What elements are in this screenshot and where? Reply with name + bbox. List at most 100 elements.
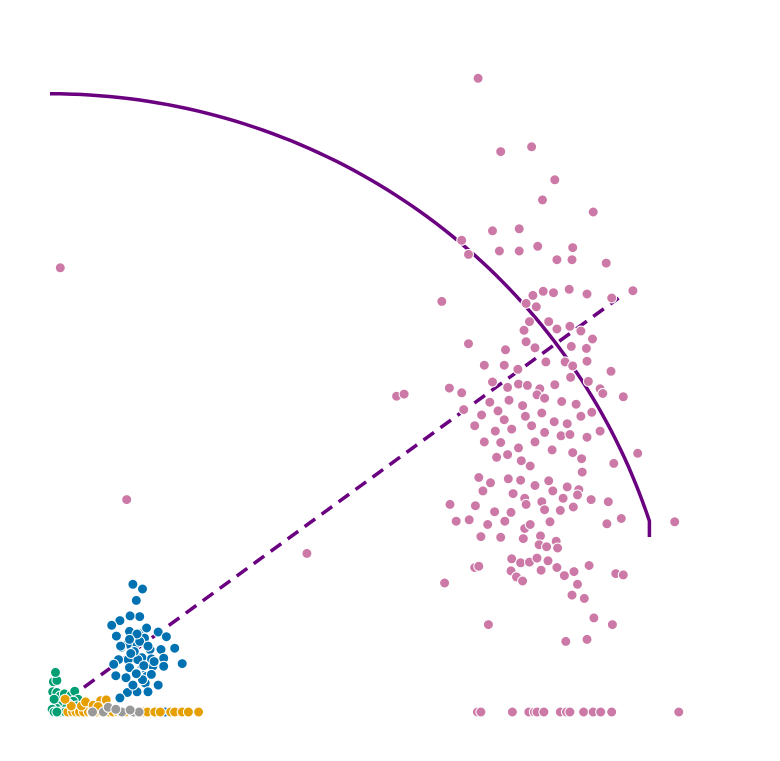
scatter-point bbox=[524, 316, 535, 328]
scatter-point bbox=[475, 706, 487, 718]
scatter-point bbox=[546, 444, 558, 456]
scatter-point bbox=[566, 254, 578, 266]
scatter-point bbox=[133, 706, 145, 718]
scatter-point bbox=[473, 472, 485, 483]
scatter-point bbox=[484, 396, 496, 408]
scatter-point bbox=[106, 619, 118, 631]
scatter-point bbox=[551, 254, 563, 266]
scatter-point bbox=[87, 706, 98, 718]
scatter-point bbox=[498, 414, 510, 426]
scatter-point bbox=[142, 640, 154, 652]
scatter-point bbox=[506, 553, 518, 565]
scatter-point bbox=[580, 342, 592, 354]
scatter-point bbox=[539, 426, 551, 438]
scatter-point bbox=[477, 485, 489, 497]
scatter-point bbox=[606, 619, 618, 631]
scatter-point bbox=[158, 660, 170, 672]
scatter-point bbox=[560, 635, 572, 647]
scatter-point bbox=[576, 453, 588, 465]
scatter-point bbox=[561, 481, 573, 493]
scatter-point bbox=[564, 320, 576, 332]
scatter-point bbox=[476, 409, 488, 421]
scatter-point bbox=[606, 706, 618, 718]
scatter-point bbox=[551, 323, 563, 335]
scatter-point bbox=[529, 342, 541, 354]
scatter-point bbox=[145, 668, 157, 680]
scatter-point bbox=[487, 225, 498, 237]
scatter-point bbox=[517, 400, 529, 412]
scatter-point bbox=[110, 670, 122, 682]
scatter-point bbox=[544, 516, 556, 528]
scatter-point bbox=[565, 340, 577, 352]
scatter-point bbox=[567, 501, 579, 513]
scatter-point bbox=[541, 541, 553, 553]
scatter-point bbox=[458, 404, 470, 416]
scatter-point bbox=[520, 498, 532, 510]
scatter-point bbox=[548, 416, 560, 428]
scatter-point bbox=[469, 420, 481, 432]
scatter-point bbox=[586, 406, 598, 418]
scatter-point bbox=[549, 379, 561, 391]
scatter-point bbox=[489, 425, 501, 437]
scatter-point bbox=[502, 381, 514, 393]
scatter-point bbox=[495, 437, 507, 448]
scatter-point bbox=[138, 660, 150, 672]
scatter-point bbox=[450, 515, 462, 527]
scatter-point bbox=[548, 287, 559, 299]
scatter-point bbox=[513, 442, 524, 454]
scatter-point bbox=[543, 475, 555, 487]
scatter-point bbox=[552, 542, 564, 554]
scatter-point bbox=[542, 555, 554, 567]
scatter-point bbox=[114, 692, 126, 704]
scatter-point bbox=[130, 668, 142, 680]
scatter-point bbox=[517, 533, 529, 545]
scatter-point bbox=[142, 686, 154, 698]
scatter-point bbox=[606, 292, 618, 304]
scatter-point bbox=[182, 706, 194, 718]
scatter-point bbox=[141, 622, 153, 634]
scatter-point bbox=[575, 325, 587, 337]
scatter-point bbox=[444, 498, 456, 510]
scatter-point bbox=[487, 376, 498, 388]
scatter-point bbox=[673, 706, 685, 718]
scatter-point bbox=[120, 672, 132, 684]
scatter-point bbox=[530, 301, 542, 313]
scatter-point bbox=[564, 706, 576, 718]
scatter-point bbox=[549, 174, 561, 186]
scatter-point bbox=[495, 146, 507, 158]
scatter-point bbox=[521, 379, 533, 391]
scatter-point bbox=[554, 504, 566, 516]
scatter-point bbox=[529, 436, 541, 448]
scatter-point bbox=[505, 506, 517, 518]
scatter-point bbox=[563, 283, 575, 295]
scatter-point bbox=[581, 355, 593, 367]
scatter-point bbox=[108, 658, 120, 670]
scatter-point bbox=[540, 356, 552, 368]
scatter-point bbox=[581, 288, 593, 300]
scatter-point bbox=[537, 285, 549, 297]
scatter-point bbox=[482, 519, 494, 530]
scatter-point bbox=[110, 703, 122, 715]
scatter-point bbox=[130, 594, 142, 606]
scatter-point bbox=[520, 297, 532, 309]
scatter-point bbox=[485, 477, 496, 489]
scatter-point bbox=[398, 388, 410, 400]
series-group bbox=[54, 72, 685, 718]
scatter-point bbox=[127, 578, 139, 590]
scatter-point bbox=[537, 194, 548, 206]
scatter-point bbox=[491, 451, 503, 463]
scatter-point bbox=[566, 589, 578, 601]
scatter-point bbox=[582, 375, 594, 387]
scatter-point bbox=[597, 388, 609, 399]
scatter-point bbox=[518, 324, 530, 336]
scatter-point bbox=[567, 242, 579, 254]
scatter-point bbox=[587, 333, 598, 345]
scatter-point bbox=[137, 583, 148, 595]
series-group bbox=[87, 701, 145, 718]
scatter-point bbox=[567, 360, 579, 372]
scatter-point bbox=[531, 552, 543, 564]
scatter-point bbox=[475, 531, 487, 543]
scatter-point bbox=[472, 72, 484, 84]
scatter-point bbox=[536, 407, 548, 419]
scatter-point bbox=[463, 338, 474, 350]
